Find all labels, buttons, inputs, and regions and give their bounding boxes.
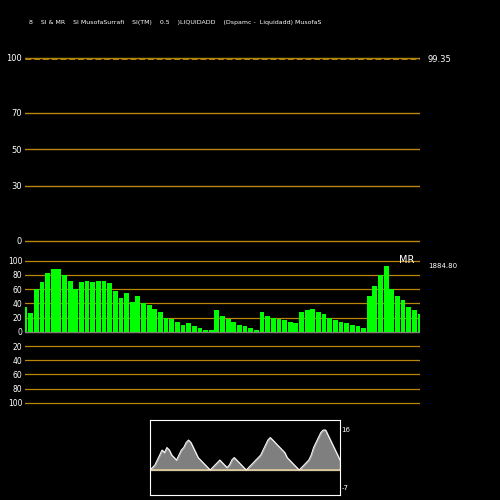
Bar xyxy=(62,275,67,332)
Text: 8    SI & MR    SI MusofaSurrafi    SI(TM)    0.5    )LIQUIDADD    (Dspamc -  Li: 8 SI & MR SI MusofaSurrafi SI(TM) 0.5 )L… xyxy=(29,20,322,25)
Bar xyxy=(316,312,321,332)
Bar xyxy=(350,324,354,332)
Bar xyxy=(40,282,44,332)
Bar xyxy=(96,280,100,332)
Text: 1884.80: 1884.80 xyxy=(428,264,457,270)
Bar xyxy=(158,312,163,332)
Bar xyxy=(124,292,129,332)
Bar xyxy=(130,302,134,332)
Bar xyxy=(180,324,186,332)
Bar xyxy=(51,269,56,332)
Bar xyxy=(22,307,28,332)
Bar xyxy=(333,320,338,332)
Bar xyxy=(328,318,332,332)
Bar xyxy=(372,286,377,332)
Bar xyxy=(175,322,180,332)
Bar xyxy=(294,323,298,332)
Bar xyxy=(68,280,72,332)
Bar xyxy=(102,280,106,332)
Bar xyxy=(288,322,292,332)
Bar xyxy=(299,312,304,332)
Bar xyxy=(28,312,33,332)
Bar xyxy=(136,296,140,332)
Bar xyxy=(412,310,416,332)
Bar xyxy=(266,316,270,332)
Text: MR: MR xyxy=(398,255,414,265)
Bar xyxy=(305,310,310,332)
Bar xyxy=(248,328,253,332)
Bar xyxy=(378,275,383,332)
Bar xyxy=(384,266,388,332)
Bar xyxy=(108,284,112,332)
Bar xyxy=(141,304,146,332)
Bar xyxy=(242,326,248,332)
Bar xyxy=(232,322,236,332)
Bar xyxy=(367,296,372,332)
Bar xyxy=(152,309,157,332)
Bar xyxy=(214,310,219,332)
Bar xyxy=(406,307,411,332)
Bar xyxy=(338,322,344,332)
Bar xyxy=(276,319,281,332)
Bar xyxy=(209,330,214,332)
Bar xyxy=(198,328,202,332)
Bar xyxy=(310,309,315,332)
Bar xyxy=(237,324,242,332)
Bar xyxy=(322,314,326,332)
Bar xyxy=(56,269,61,332)
Bar xyxy=(356,326,360,332)
Bar xyxy=(220,316,225,332)
Text: 99.35: 99.35 xyxy=(428,55,452,64)
Bar xyxy=(84,280,89,332)
Bar xyxy=(164,318,168,332)
Bar xyxy=(186,323,191,332)
Bar xyxy=(418,314,422,332)
Bar xyxy=(282,320,287,332)
Bar xyxy=(254,330,258,332)
Bar xyxy=(271,318,276,332)
Bar xyxy=(45,274,50,332)
Bar xyxy=(170,319,174,332)
Bar xyxy=(113,290,117,332)
Bar xyxy=(34,289,38,332)
Bar xyxy=(90,282,95,332)
Bar xyxy=(344,323,349,332)
Bar xyxy=(203,330,208,332)
Bar xyxy=(400,300,406,332)
Bar xyxy=(395,296,400,332)
Bar xyxy=(79,282,84,332)
Bar xyxy=(192,326,196,332)
Bar xyxy=(226,319,230,332)
Bar xyxy=(74,289,78,332)
Bar xyxy=(118,298,124,332)
Bar xyxy=(260,312,264,332)
Bar xyxy=(390,289,394,332)
Bar xyxy=(361,328,366,332)
Bar xyxy=(147,305,152,332)
